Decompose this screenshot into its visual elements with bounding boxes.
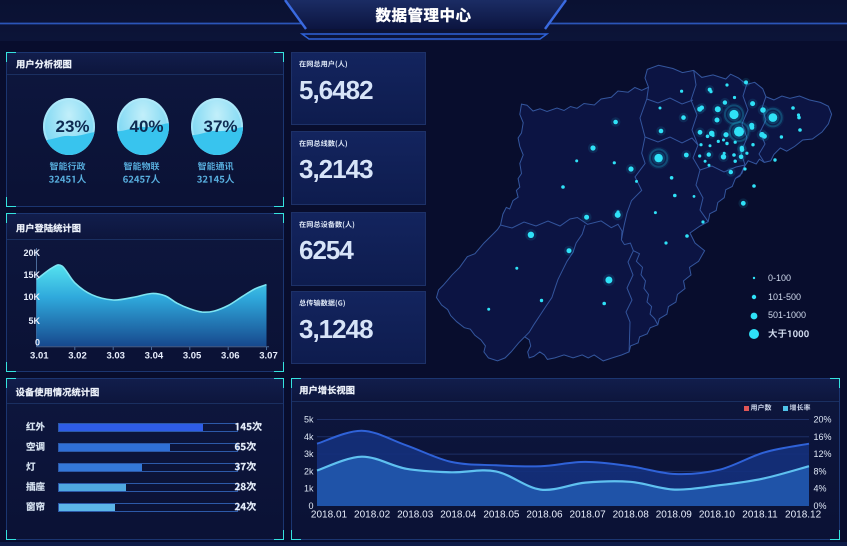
svg-text:2018.10: 2018.10 (699, 510, 736, 521)
svg-text:2018.11: 2018.11 (742, 510, 778, 521)
svg-text:2018.01: 2018.01 (311, 510, 348, 521)
svg-text:5K: 5K (28, 316, 40, 326)
svg-text:3.06: 3.06 (221, 351, 240, 362)
svg-text:15K: 15K (23, 270, 40, 280)
svg-text:3.05: 3.05 (183, 351, 202, 362)
svg-text:0%: 0% (814, 501, 827, 511)
svg-text:1k: 1k (304, 484, 314, 494)
svg-text:2018.03: 2018.03 (397, 510, 434, 521)
svg-text:20%: 20% (814, 415, 832, 425)
svg-text:2018.06: 2018.06 (526, 510, 563, 521)
svg-text:4k: 4k (304, 432, 314, 442)
svg-text:3.03: 3.03 (106, 351, 125, 362)
svg-text:2018.05: 2018.05 (483, 510, 520, 521)
svg-text:3.02: 3.02 (68, 351, 87, 362)
svg-text:3k: 3k (304, 449, 314, 459)
svg-text:5k: 5k (304, 415, 314, 425)
svg-text:2018.12: 2018.12 (785, 510, 822, 521)
svg-text:2018.02: 2018.02 (354, 510, 391, 521)
svg-text:2018.04: 2018.04 (440, 510, 477, 521)
svg-text:2018.08: 2018.08 (613, 510, 650, 521)
svg-text:3.01: 3.01 (30, 351, 49, 362)
svg-text:16%: 16% (814, 432, 832, 442)
svg-text:2k: 2k (304, 466, 314, 476)
svg-text:2018.09: 2018.09 (656, 510, 693, 521)
svg-text:2018.07: 2018.07 (570, 510, 607, 521)
svg-text:8%: 8% (814, 466, 827, 476)
svg-text:20K: 20K (23, 248, 40, 258)
svg-text:4%: 4% (814, 484, 827, 494)
svg-text:0: 0 (308, 501, 313, 511)
svg-text:3.07: 3.07 (259, 351, 278, 362)
svg-text:12%: 12% (814, 449, 832, 459)
svg-text:0: 0 (35, 337, 40, 347)
svg-text:10K: 10K (23, 292, 40, 302)
svg-text:3.04: 3.04 (145, 351, 164, 362)
